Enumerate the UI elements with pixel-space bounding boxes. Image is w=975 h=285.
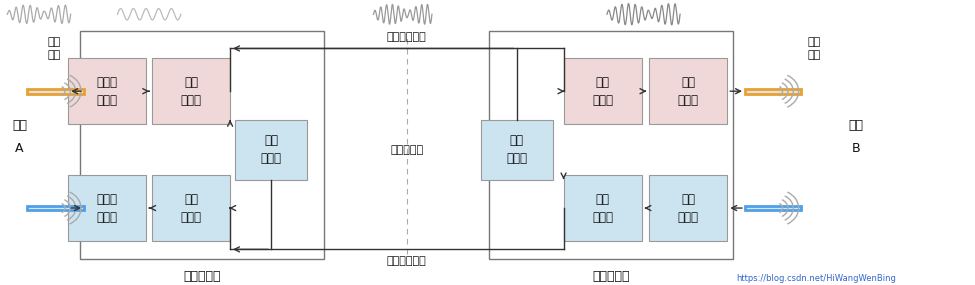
FancyBboxPatch shape [68, 175, 146, 241]
Bar [489, 31, 733, 259]
FancyBboxPatch shape [152, 58, 230, 124]
FancyBboxPatch shape [68, 58, 146, 124]
Text: A: A [16, 142, 23, 155]
FancyBboxPatch shape [745, 206, 801, 210]
FancyBboxPatch shape [27, 89, 84, 93]
Text: 模拟基带信号: 模拟基带信号 [387, 32, 426, 42]
FancyBboxPatch shape [235, 120, 307, 180]
Text: 帅哥: 帅哥 [12, 119, 27, 132]
FancyBboxPatch shape [564, 175, 642, 241]
FancyBboxPatch shape [745, 89, 801, 93]
FancyBboxPatch shape [649, 58, 727, 124]
FancyBboxPatch shape [564, 58, 642, 124]
Text: 音频
放大器: 音频 放大器 [592, 76, 613, 107]
Text: 音频
信号: 音频 信号 [47, 37, 60, 60]
FancyBboxPatch shape [481, 120, 553, 180]
Text: 扬声器
送话器: 扬声器 送话器 [97, 193, 118, 223]
Text: 听筒
送话器: 听筒 送话器 [678, 76, 699, 107]
Text: 话筒
受话器: 话筒 受话器 [678, 193, 699, 223]
Text: 前置
放大器: 前置 放大器 [180, 76, 202, 107]
Text: 音频
信号: 音频 信号 [807, 37, 821, 60]
Text: 有线电话机: 有线电话机 [593, 270, 630, 283]
Text: 侧音
消除器: 侧音 消除器 [506, 134, 527, 165]
Text: B: B [852, 142, 860, 155]
Text: 拾音器
受话器: 拾音器 受话器 [97, 76, 118, 107]
Text: 侧音
消除器: 侧音 消除器 [260, 134, 282, 165]
Bar [80, 31, 324, 259]
FancyBboxPatch shape [27, 206, 84, 210]
Text: 音频
放大器: 音频 放大器 [180, 193, 202, 223]
FancyBboxPatch shape [152, 175, 230, 241]
Text: 有线对讲机: 有线对讲机 [183, 270, 220, 283]
Text: 前置
放大器: 前置 放大器 [592, 193, 613, 223]
Text: 模拟基带信号: 模拟基带信号 [387, 256, 426, 266]
Text: 有线电话线: 有线电话线 [390, 144, 423, 155]
Text: https://blog.csdn.net/HiWangWenBing: https://blog.csdn.net/HiWangWenBing [736, 274, 896, 283]
FancyBboxPatch shape [649, 175, 727, 241]
Text: 美女: 美女 [848, 119, 864, 132]
